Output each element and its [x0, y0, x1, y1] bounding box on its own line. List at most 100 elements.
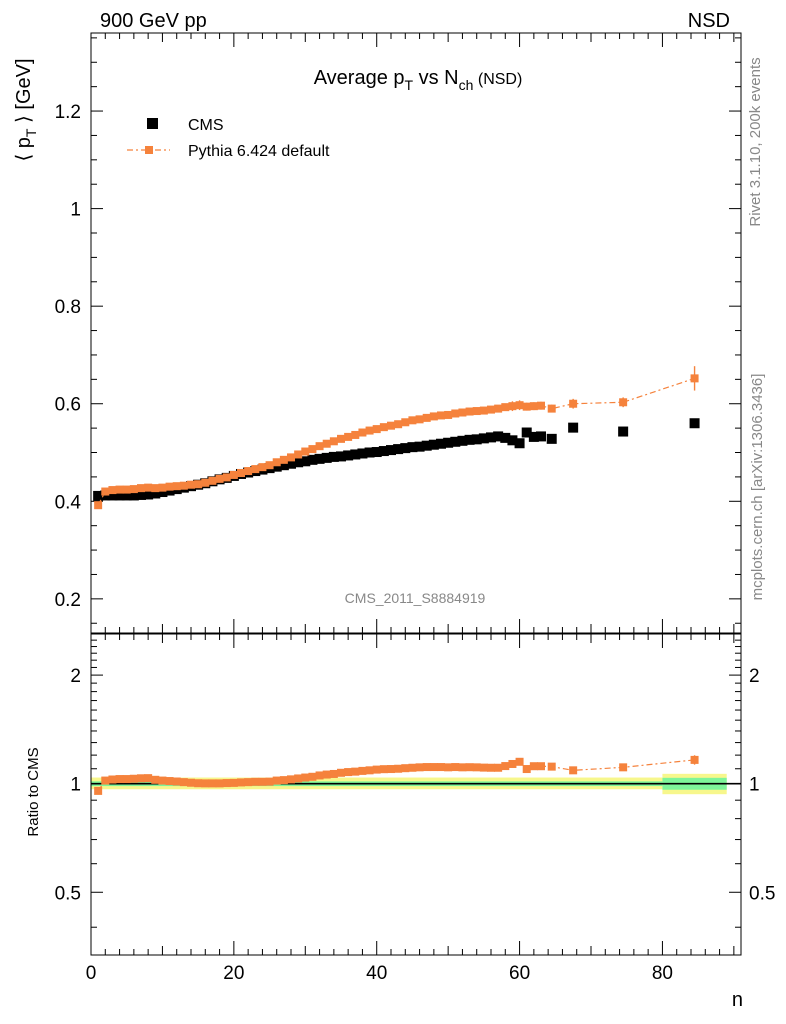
y-tick-label: 1.2	[55, 102, 81, 123]
pythia-point	[537, 401, 545, 410]
pythia-ratio-point	[537, 762, 545, 771]
legend-cms-marker	[147, 118, 158, 129]
pythia-ratio-point	[122, 775, 131, 784]
pythia-ratio-point	[429, 763, 438, 772]
cms-point	[307, 454, 318, 465]
x-tick-label: 40	[366, 963, 387, 984]
cms-point	[278, 460, 289, 471]
cms-point	[689, 418, 700, 429]
y-tick-label: 1	[70, 200, 81, 221]
x-tick-label: 20	[223, 963, 244, 984]
pythia-ratio-point	[494, 763, 503, 772]
pythia-ratio-point	[522, 765, 531, 774]
header-left: 900 GeV pp	[100, 10, 207, 32]
cms-point	[546, 433, 557, 444]
cms-point	[400, 443, 411, 454]
pythia-point	[115, 485, 124, 494]
pythia-ratio-point	[258, 777, 267, 786]
chart-title: Average pT vs Nch (NSD)	[314, 67, 523, 93]
pythia-ratio-point	[437, 763, 445, 772]
pythia-ratio-point	[487, 763, 495, 772]
pythia-ratio-point	[187, 778, 195, 787]
pythia-point	[308, 445, 317, 454]
pythia-point	[108, 486, 117, 495]
analysis-watermark: CMS_2011_S8884919	[345, 590, 486, 606]
pythia-point	[619, 398, 628, 407]
title-tail: (NSD)	[473, 71, 522, 88]
x-tick-label: 0	[86, 963, 97, 984]
cms-point	[114, 490, 125, 501]
pythia-point	[394, 420, 403, 429]
pythia-point	[187, 480, 195, 489]
pythia-point	[387, 421, 395, 430]
pythia-point	[122, 485, 131, 494]
pythia-ratio-point	[501, 762, 510, 771]
pythia-point	[329, 437, 338, 446]
side-text-bottom: mcplots.cern.ch [arXiv:1306.3436]	[749, 374, 766, 601]
pythia-ratio-point	[351, 767, 360, 776]
pythia-ratio-point	[529, 762, 538, 771]
pythia-point	[165, 482, 174, 491]
pythia-point	[365, 426, 374, 435]
pythia-point	[258, 463, 267, 472]
cms-point	[136, 489, 146, 500]
cms-point	[271, 461, 282, 472]
cms-point	[286, 458, 296, 469]
pythia-point	[372, 425, 381, 434]
y-tick-label: 0.6	[55, 395, 81, 416]
pythia-point	[208, 476, 217, 485]
pythia-ratio-point	[244, 778, 253, 787]
cms-point	[107, 490, 118, 501]
cms-point	[300, 456, 311, 467]
pythia-ratio-point	[279, 776, 288, 785]
pythia-ratio-point	[408, 763, 417, 772]
legend-pythia-label: Pythia 6.424 default	[188, 143, 330, 160]
pythia-point	[515, 401, 524, 410]
pythia-point	[158, 483, 167, 492]
pythia-point	[487, 405, 495, 414]
cms-point	[128, 490, 139, 501]
cms-point	[528, 431, 539, 442]
cms-point	[336, 451, 346, 462]
ratio-y-tick-label: 1	[70, 775, 81, 796]
pythia-point	[529, 402, 538, 411]
pythia-ratio-point	[458, 763, 467, 772]
pythia-point	[194, 480, 203, 489]
pythia-point	[251, 465, 260, 474]
pythia-ratio-point	[422, 763, 431, 772]
pythia-point	[144, 483, 153, 492]
cms-point	[364, 447, 375, 458]
pythia-point	[265, 461, 274, 470]
pythia-point	[222, 473, 231, 482]
pythia-ratio-point	[329, 769, 338, 778]
cms-point	[478, 433, 489, 444]
pythia-ratio-point	[165, 777, 174, 786]
pythia-point	[287, 453, 295, 462]
cms-point	[93, 490, 104, 501]
pythia-ratio-point	[144, 774, 153, 783]
cms-point	[521, 427, 532, 438]
pythia-point	[415, 415, 424, 424]
pythia-point	[429, 412, 438, 421]
pythia-point	[94, 501, 103, 510]
pythia-point	[279, 455, 288, 464]
pythia-ratio-point	[101, 776, 110, 785]
cms-point	[507, 435, 518, 446]
pythia-point	[301, 447, 310, 456]
legend-pythia-marker	[145, 146, 153, 154]
pythia-point	[337, 434, 345, 443]
ratio-frame	[90, 633, 742, 956]
ratio-panel: 0 20 40 60 80 0.5 0.5 1 1 2 2	[55, 633, 775, 984]
pythia-ratio-point	[308, 772, 317, 781]
cms-point	[393, 444, 404, 455]
pythia-ratio-point	[94, 786, 103, 795]
pythia-ratio-point	[129, 774, 138, 783]
pythia-point	[294, 450, 303, 459]
pythia-point	[344, 432, 353, 441]
pythia-point	[408, 416, 417, 425]
cms-point	[371, 447, 382, 458]
pythia-ratio-point	[115, 775, 124, 784]
pythia-point	[101, 487, 110, 496]
pythia-ratio-point	[337, 768, 345, 777]
ratio-y-tick-label: 2	[70, 666, 81, 687]
